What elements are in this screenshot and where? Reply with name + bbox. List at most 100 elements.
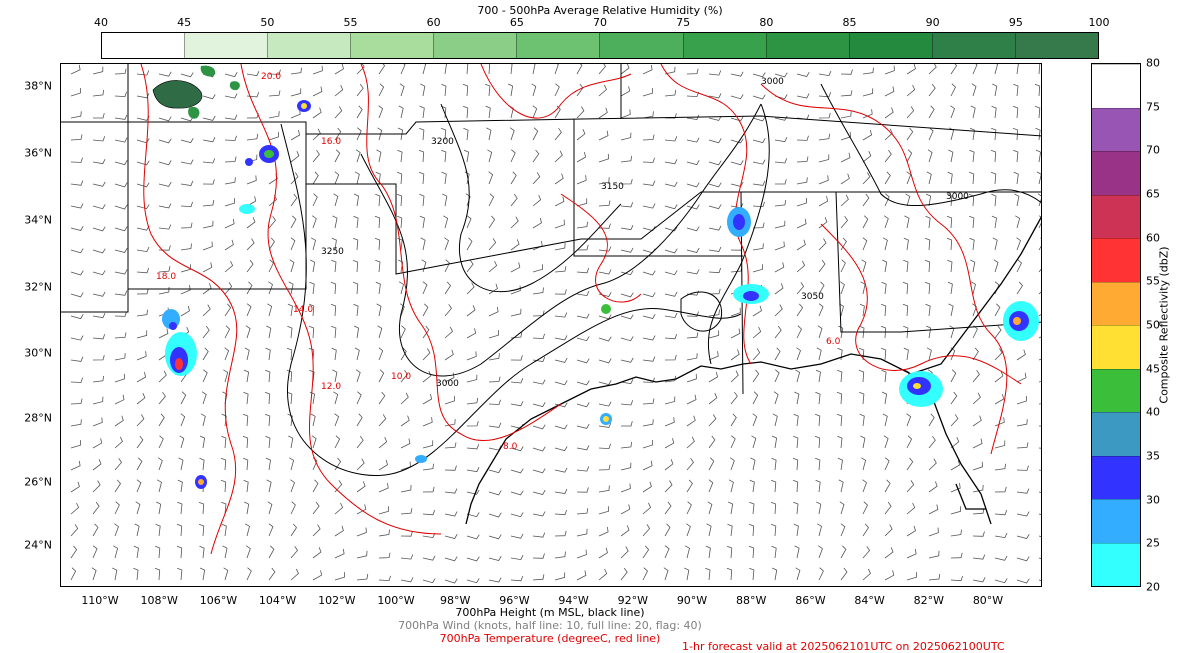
wind-barb (708, 70, 722, 76)
temperature-contours (140, 64, 1022, 555)
wind-barb (466, 215, 472, 229)
wind-barb (114, 394, 125, 405)
wind-barb (397, 215, 403, 229)
wind-barb (664, 501, 672, 515)
wind-barb (664, 438, 675, 449)
wind-barb (840, 69, 853, 75)
wind-barb (397, 127, 404, 141)
wind-barb (576, 402, 590, 408)
wind-barb (488, 260, 498, 273)
wind-barb (926, 171, 932, 185)
wind-barb (310, 413, 316, 427)
wind-barb (903, 237, 909, 251)
height-contour-labels: 3000 3000 3000 3050 3150 3200 3250 (321, 77, 969, 389)
wind-barb (444, 304, 453, 317)
wind-barb (466, 489, 480, 495)
wind-barb (950, 64, 958, 75)
wind-barb (994, 64, 998, 75)
wind-barb (378, 529, 390, 537)
wind-barb (70, 180, 84, 186)
wind-barb (814, 435, 821, 449)
wind-barb (245, 325, 251, 339)
wind-barb (158, 413, 165, 427)
wind-barb (752, 413, 758, 427)
wind-barb (793, 413, 799, 427)
wind-barb (598, 401, 612, 407)
wind-barb (686, 204, 700, 210)
wind-barb (114, 523, 119, 537)
wind-barb (356, 64, 365, 75)
wind-barb (576, 221, 588, 229)
wind-barb (352, 281, 359, 295)
wind-barb (378, 369, 385, 383)
wind-barb (686, 226, 700, 232)
wind-barb (114, 114, 128, 120)
latitude-label: 38°N (24, 79, 52, 93)
wind-barb (906, 149, 913, 163)
reflectivity-colorbar (1091, 63, 1141, 587)
wind-barb (796, 239, 806, 251)
reflectivity-colorbar-tick: 60 (1146, 231, 1160, 245)
wind-barb (312, 107, 322, 119)
wind-barb (664, 312, 678, 319)
wind-barb (1038, 469, 1041, 471)
wind-barb (795, 567, 801, 581)
wind-barb (928, 105, 935, 119)
wind-barb (356, 527, 367, 537)
wind-barb (775, 179, 787, 185)
wind-barb (114, 353, 126, 361)
wind-barb (818, 238, 827, 251)
wind-barb (598, 200, 611, 207)
latitude-label: 32°N (24, 280, 52, 294)
wind-barb (620, 336, 634, 342)
wind-barb (268, 237, 276, 251)
wind-barb (1016, 465, 1029, 471)
wind-barb (1016, 578, 1030, 584)
wind-barb (598, 485, 610, 493)
wind-barb (598, 568, 608, 581)
wind-barb (242, 435, 249, 449)
wind-barb (264, 413, 271, 427)
wind-barb (246, 175, 257, 185)
wind-barb (1034, 105, 1041, 119)
wind-barb (796, 325, 802, 339)
wind-barb (664, 248, 678, 254)
wind-barb (969, 215, 975, 229)
wind-barb (224, 114, 238, 120)
wind-barb (906, 413, 912, 427)
wind-barb (462, 83, 469, 97)
wind-barb (576, 570, 587, 581)
wind-barb (794, 545, 800, 559)
wind-barb (576, 313, 590, 319)
wind-barb (972, 484, 984, 493)
wind-barb (378, 414, 387, 427)
wind-barb (202, 283, 212, 295)
wind-barb (378, 575, 391, 582)
wind-barb (444, 64, 447, 75)
wind-barb (180, 222, 193, 229)
wind-barb (224, 347, 230, 361)
wind-barb (136, 457, 143, 471)
wind-barb (884, 107, 894, 119)
wind-barb (158, 116, 172, 122)
state-boundaries (61, 64, 1041, 395)
wind-barb (840, 131, 851, 141)
wind-barb (990, 149, 997, 163)
wind-barb (532, 468, 546, 474)
wind-barb (221, 501, 227, 515)
wind-barb (312, 149, 320, 163)
wind-barb (1039, 425, 1041, 427)
wind-barb (950, 529, 962, 537)
wind-barb (708, 138, 722, 144)
wind-barb (752, 348, 761, 361)
wind-barb (70, 335, 84, 341)
wind-barb (510, 446, 524, 452)
reflectivity-colorbar-tick: 20 (1146, 580, 1160, 594)
longitude-label: 110°W (81, 594, 119, 607)
wind-barb (664, 291, 678, 297)
wind-barb (92, 181, 106, 187)
wind-barb (859, 413, 865, 427)
wind-barb (1012, 105, 1019, 119)
wind-barb (598, 358, 612, 364)
wind-barb (180, 138, 194, 144)
